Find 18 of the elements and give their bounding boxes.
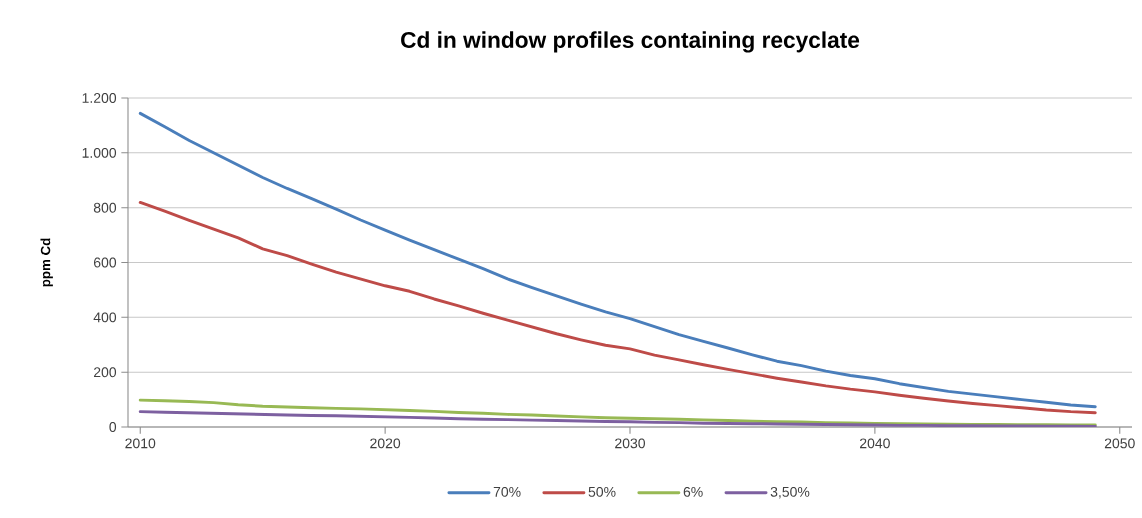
legend-label: 6% bbox=[683, 486, 703, 497]
y-tick-label: 600 bbox=[93, 257, 117, 268]
y-tick-label: 400 bbox=[93, 312, 117, 323]
x-tick-label: 2010 bbox=[125, 438, 156, 449]
y-tick-label: 800 bbox=[93, 202, 117, 213]
x-tick-label: 2020 bbox=[370, 438, 401, 449]
y-tick-label: 0 bbox=[109, 422, 117, 432]
x-tick-label: 2040 bbox=[860, 438, 890, 449]
y-tick-label: 1.200 bbox=[82, 93, 117, 103]
legend-label: 70% bbox=[493, 486, 521, 497]
legend-label: 50% bbox=[588, 486, 616, 497]
y-axis-title: ppm Cd bbox=[40, 238, 53, 287]
chart-title: Cd in window profiles containing recyclate bbox=[401, 31, 860, 53]
x-tick-label: 2050 bbox=[1104, 438, 1135, 449]
legend-label: 3,50% bbox=[770, 486, 810, 499]
y-tick-label: 200 bbox=[93, 367, 117, 378]
y-tick-label: 1.000 bbox=[82, 147, 117, 158]
x-tick-label: 2030 bbox=[615, 438, 646, 449]
